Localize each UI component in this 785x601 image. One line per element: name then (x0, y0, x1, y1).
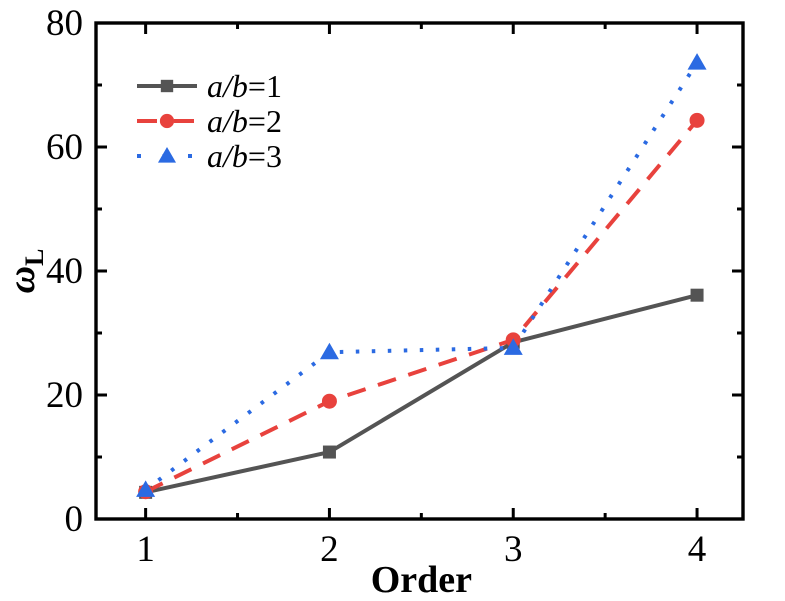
legend-item: a/b=3 (137, 138, 282, 174)
series-3-line-group (144, 61, 699, 492)
series-3-marker (503, 338, 523, 355)
x-axis-label: Order (371, 559, 472, 601)
series-1-marker (690, 288, 704, 302)
y-tick-label: 60 (46, 127, 83, 168)
x-tick-label: 4 (688, 529, 707, 570)
legend-label: a/b=2 (207, 103, 282, 139)
y-tick-label: 40 (46, 251, 83, 292)
legend: a/b=1a/b=2a/b=3 (137, 68, 282, 174)
series-3-markers (136, 53, 707, 497)
y-tick-label: 0 (65, 499, 84, 540)
legend-label: a/b=3 (207, 138, 282, 174)
x-tick-label: 2 (320, 529, 339, 570)
series-1-line-group (143, 293, 700, 495)
y-tick-label: 80 (46, 3, 83, 44)
series-3-marker (319, 342, 339, 360)
series-2-marker (321, 393, 337, 409)
legend-marker-circle (159, 113, 175, 129)
series-3-marker (136, 480, 156, 497)
series-2-line (144, 119, 699, 494)
legend-item: a/b=1 (137, 68, 282, 104)
series-2-line-group (144, 119, 699, 494)
legend-marker-square (160, 79, 174, 93)
series-1-line (143, 293, 700, 495)
series-3-line (144, 61, 699, 492)
legend-item: a/b=2 (137, 103, 282, 139)
series-2-marker (689, 112, 705, 128)
legend-marker-triangle (157, 146, 177, 163)
series-3-marker (687, 53, 707, 70)
legend-label: a/b=1 (207, 68, 282, 104)
y-tick-label: 20 (46, 375, 83, 416)
y-axis-label: ωL (1, 249, 49, 294)
series-1-marker (322, 445, 336, 459)
x-tick-label: 1 (136, 529, 155, 570)
x-tick-label: 3 (504, 529, 523, 570)
